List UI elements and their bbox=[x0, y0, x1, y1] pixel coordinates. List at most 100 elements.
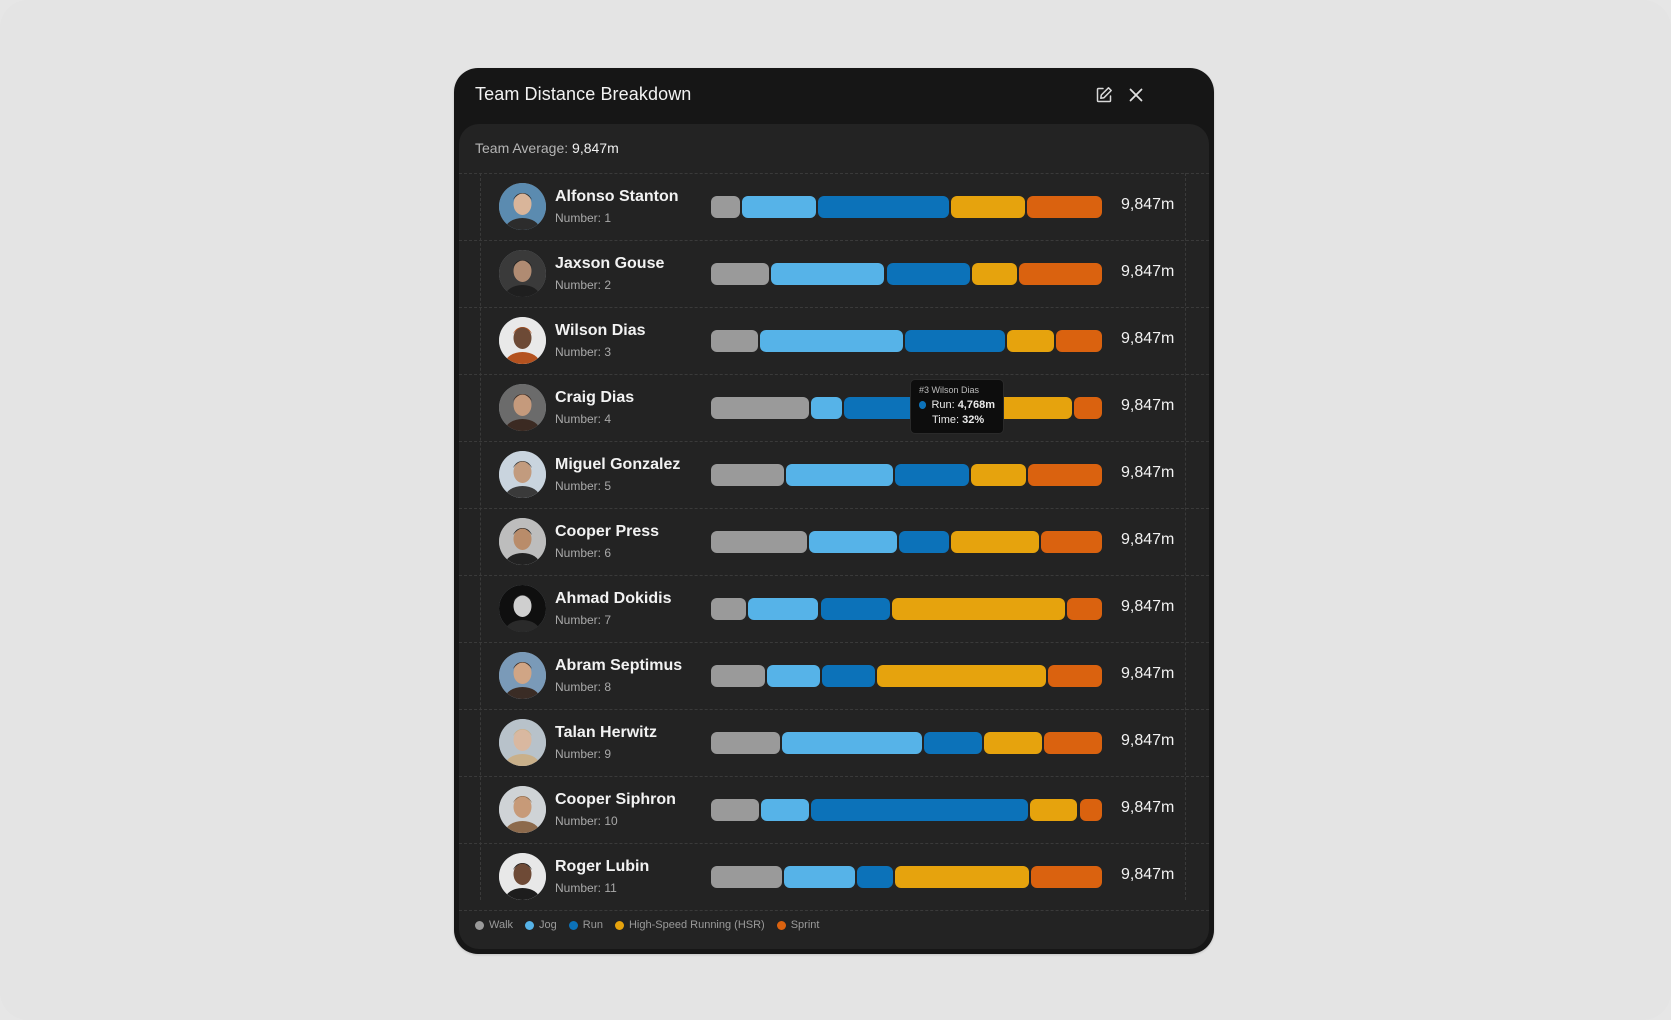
player-number: Number: 8 bbox=[555, 680, 612, 694]
distance-bar bbox=[711, 665, 1102, 687]
bar-segment-jog[interactable] bbox=[741, 196, 817, 218]
player-total-distance: 9,847m bbox=[1121, 732, 1175, 749]
bar-segment-run[interactable] bbox=[820, 598, 890, 620]
bar-segment-jog[interactable] bbox=[747, 598, 819, 620]
player-avatar bbox=[499, 652, 546, 699]
close-button[interactable] bbox=[1125, 84, 1147, 106]
tooltip-metric: Run: 4,768m bbox=[919, 399, 995, 411]
player-avatar bbox=[499, 518, 546, 565]
player-avatar bbox=[499, 585, 546, 632]
player-avatar bbox=[499, 317, 546, 364]
bar-segment-jog[interactable] bbox=[766, 665, 820, 687]
bar-segment-walk[interactable] bbox=[711, 866, 783, 888]
player-row[interactable]: Alfonso Stanton Number: 1 9,847m bbox=[459, 173, 1209, 241]
player-name: Abram Septimus bbox=[555, 657, 683, 674]
player-total-distance: 9,847m bbox=[1121, 665, 1175, 682]
tooltip-metric-value: 4,768m bbox=[957, 399, 995, 411]
player-number: Number: 4 bbox=[555, 412, 612, 426]
bar-segment-walk[interactable] bbox=[711, 263, 769, 285]
bar-segment-sprint[interactable] bbox=[1048, 665, 1102, 687]
bar-segment-jog[interactable] bbox=[784, 866, 856, 888]
bar-segment-jog[interactable] bbox=[759, 330, 903, 352]
bar-segment-walk[interactable] bbox=[711, 732, 780, 754]
player-row[interactable]: Roger Lubin Number: 11 9,847m bbox=[459, 844, 1209, 911]
bar-segment-hsr[interactable] bbox=[1007, 330, 1054, 352]
player-row[interactable]: Jaxson Gouse Number: 2 9,847m bbox=[459, 241, 1209, 308]
player-number: Number: 7 bbox=[555, 613, 612, 627]
bar-segment-walk[interactable] bbox=[711, 196, 740, 218]
player-total-distance: 9,847m bbox=[1121, 330, 1175, 347]
bar-segment-walk[interactable] bbox=[711, 464, 785, 486]
bar-segment-sprint[interactable] bbox=[1028, 464, 1102, 486]
close-icon bbox=[1128, 87, 1144, 103]
bar-segment-run[interactable] bbox=[904, 330, 1006, 352]
bar-segment-jog[interactable] bbox=[761, 799, 809, 821]
bar-segment-sprint[interactable] bbox=[1031, 866, 1102, 888]
bar-segment-run[interactable] bbox=[818, 196, 949, 218]
bar-segment-sprint[interactable] bbox=[1055, 330, 1102, 352]
bar-segment-hsr[interactable] bbox=[971, 263, 1017, 285]
player-row[interactable]: Cooper Siphron Number: 10 9,847m bbox=[459, 777, 1209, 844]
bar-segment-walk[interactable] bbox=[711, 665, 765, 687]
distance-bar bbox=[711, 598, 1102, 620]
bar-segment-hsr[interactable] bbox=[950, 196, 1026, 218]
edit-icon bbox=[1095, 86, 1113, 104]
bar-segment-run[interactable] bbox=[810, 799, 1028, 821]
bar-segment-hsr[interactable] bbox=[950, 531, 1039, 553]
bar-segment-run[interactable] bbox=[894, 464, 969, 486]
bar-segment-hsr[interactable] bbox=[877, 665, 1047, 687]
bar-segment-sprint[interactable] bbox=[1027, 196, 1102, 218]
bar-segment-run[interactable] bbox=[923, 732, 982, 754]
bar-segment-walk[interactable] bbox=[711, 799, 759, 821]
player-name: Jaxson Gouse bbox=[555, 255, 665, 272]
legend-dot-jog bbox=[525, 920, 535, 930]
player-avatar bbox=[499, 719, 546, 766]
player-row[interactable]: Miguel Gonzalez Number: 5 9,847m bbox=[459, 442, 1209, 509]
bar-tooltip: #3 Wilson Dias Run: 4,768m Time: 32% bbox=[910, 379, 1004, 434]
bar-segment-jog[interactable] bbox=[811, 397, 843, 419]
bar-segment-jog[interactable] bbox=[781, 732, 922, 754]
player-name: Wilson Dias bbox=[555, 322, 646, 339]
player-name: Talan Herwitz bbox=[555, 724, 657, 741]
legend-item-jog[interactable]: Jog bbox=[525, 919, 557, 931]
tooltip-title: #3 Wilson Dias bbox=[919, 385, 980, 395]
legend-item-hsr[interactable]: High-Speed Running (HSR) bbox=[614, 919, 765, 931]
bar-segment-jog[interactable] bbox=[809, 531, 898, 553]
bar-segment-hsr[interactable] bbox=[891, 598, 1066, 620]
player-row[interactable]: Ahmad Dokidis Number: 7 9,847m bbox=[459, 576, 1209, 643]
player-row[interactable]: Wilson Dias Number: 3 9,847m bbox=[459, 308, 1209, 375]
bar-segment-hsr[interactable] bbox=[983, 732, 1042, 754]
player-row[interactable]: Talan Herwitz Number: 9 9,847m bbox=[459, 710, 1209, 777]
bar-segment-walk[interactable] bbox=[711, 531, 808, 553]
legend-item-run[interactable]: Run bbox=[568, 919, 603, 931]
bar-segment-run[interactable] bbox=[821, 665, 876, 687]
legend-item-walk[interactable]: Walk bbox=[475, 919, 513, 931]
bar-segment-walk[interactable] bbox=[711, 330, 758, 352]
distance-bar bbox=[711, 263, 1102, 285]
bar-segment-run[interactable] bbox=[899, 531, 949, 553]
tooltip-metric-label: Run: bbox=[931, 399, 955, 411]
bar-segment-hsr[interactable] bbox=[895, 866, 1030, 888]
bar-segment-sprint[interactable] bbox=[1079, 799, 1102, 821]
player-row[interactable]: Abram Septimus Number: 8 9,847m bbox=[459, 643, 1209, 710]
bar-segment-run[interactable] bbox=[886, 263, 970, 285]
player-name: Ahmad Dokidis bbox=[555, 590, 672, 607]
bar-segment-sprint[interactable] bbox=[1044, 732, 1102, 754]
bar-segment-sprint[interactable] bbox=[1074, 397, 1102, 419]
legend-label: Jog bbox=[539, 919, 557, 931]
bar-segment-walk[interactable] bbox=[711, 397, 810, 419]
bar-segment-sprint[interactable] bbox=[1067, 598, 1102, 620]
legend-item-sprint[interactable]: Sprint bbox=[776, 919, 819, 931]
bar-segment-run[interactable] bbox=[857, 866, 893, 888]
bar-segment-sprint[interactable] bbox=[1018, 263, 1102, 285]
distance-bar bbox=[711, 732, 1102, 754]
bar-segment-walk[interactable] bbox=[711, 598, 746, 620]
bar-segment-jog[interactable] bbox=[786, 464, 893, 486]
bar-segment-sprint[interactable] bbox=[1040, 531, 1102, 553]
bar-segment-jog[interactable] bbox=[770, 263, 885, 285]
bar-segment-hsr[interactable] bbox=[970, 464, 1027, 486]
player-row[interactable]: Craig Dias Number: 4 9,847m bbox=[459, 375, 1209, 442]
edit-button[interactable] bbox=[1093, 84, 1115, 106]
player-row[interactable]: Cooper Press Number: 6 9,847m bbox=[459, 509, 1209, 576]
bar-segment-hsr[interactable] bbox=[1029, 799, 1078, 821]
